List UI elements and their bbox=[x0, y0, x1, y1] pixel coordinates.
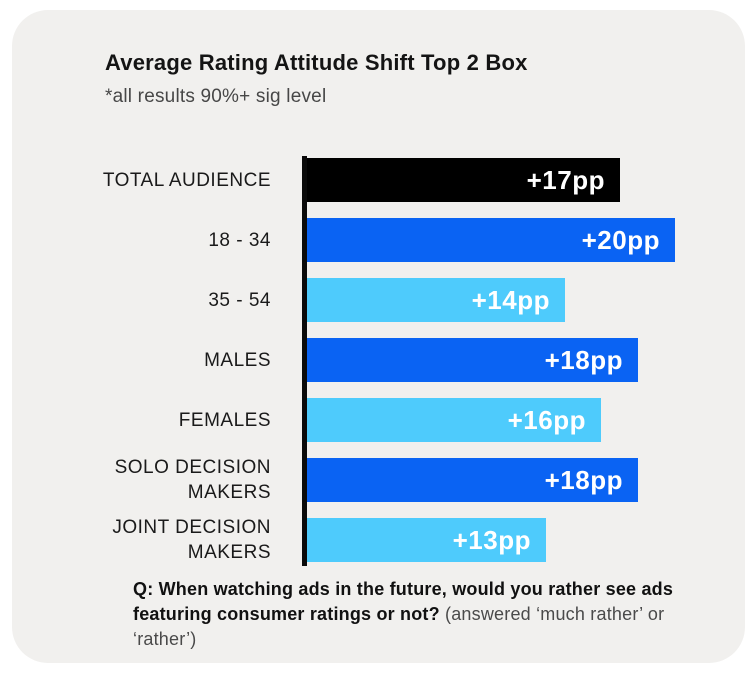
bar-value-label: +17pp bbox=[526, 164, 605, 195]
footnote-answer-detail: (answered ‘much rather’ or ‘rather’) bbox=[133, 604, 665, 649]
category-label: TOTAL AUDIENCE bbox=[102, 169, 271, 191]
category-label: SOLO DECISION MAKERS bbox=[114, 457, 271, 503]
bar-value-label: +14pp bbox=[471, 284, 550, 315]
bar-value-label: +16pp bbox=[507, 404, 586, 435]
chart-subtitle: *all results 90%+ sig level bbox=[105, 86, 327, 107]
chart-title: Average Rating Attitude Shift Top 2 Box bbox=[105, 50, 528, 75]
bar-value-label: +13pp bbox=[452, 524, 531, 555]
bar: +20pp bbox=[307, 218, 675, 262]
bar: +14pp bbox=[307, 278, 565, 322]
bar-value-label: +18pp bbox=[544, 464, 623, 495]
chart-row: SOLO DECISION MAKERS +18pp bbox=[12, 457, 745, 503]
category-label: 18 - 34 bbox=[208, 229, 271, 251]
category-label: MALES bbox=[204, 349, 271, 371]
chart-row: 18 - 34 +20pp bbox=[12, 218, 745, 262]
bar: +18pp bbox=[307, 458, 638, 502]
category-label: JOINT DECISION MAKERS bbox=[112, 517, 271, 563]
chart-row: MALES +18pp bbox=[12, 338, 745, 382]
category-label: 35 - 54 bbox=[208, 289, 271, 311]
question-footnote: Q: When watching ads in the future, woul… bbox=[133, 577, 685, 652]
bar-value-label: +20pp bbox=[581, 224, 660, 255]
category-label: FEMALES bbox=[178, 409, 271, 431]
footnote-question-text: Q: When watching ads in the future, woul… bbox=[133, 579, 674, 624]
chart-row: TOTAL AUDIENCE +17pp bbox=[12, 158, 745, 202]
chart-card: Average Rating Attitude Shift Top 2 Box … bbox=[12, 10, 745, 663]
bar: +17pp bbox=[307, 158, 620, 202]
chart-row: JOINT DECISION MAKERS +13pp bbox=[12, 517, 745, 563]
bar-chart: TOTAL AUDIENCE +17pp 18 - 34 +20pp 35 - 54 +1… bbox=[12, 156, 745, 568]
bar: +16pp bbox=[307, 398, 601, 442]
chart-row: 35 - 54 +14pp bbox=[12, 278, 745, 322]
bar-value-label: +18pp bbox=[544, 344, 623, 375]
bar: +13pp bbox=[307, 518, 546, 562]
bar: +18pp bbox=[307, 338, 638, 382]
y-axis-line bbox=[302, 156, 307, 566]
chart-row: FEMALES +16pp bbox=[12, 398, 745, 442]
